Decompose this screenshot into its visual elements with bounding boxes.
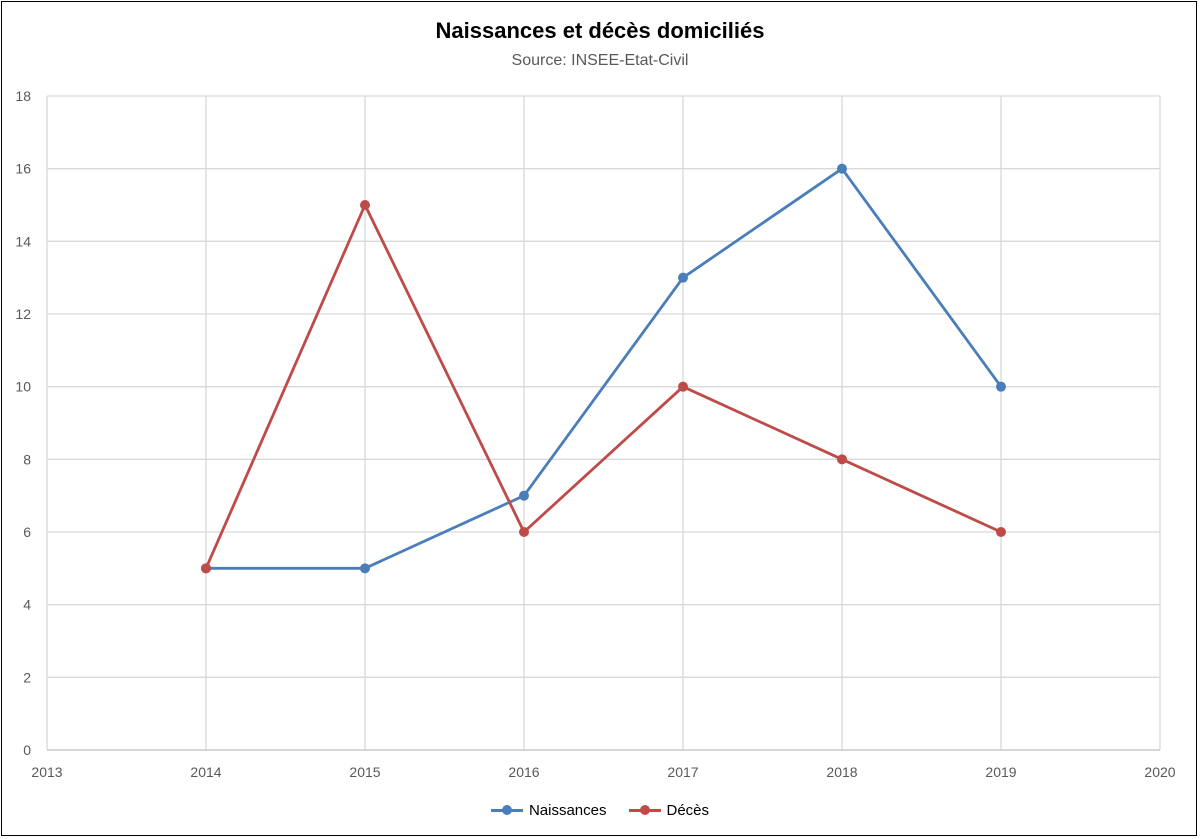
data-point-deces xyxy=(201,563,211,574)
y-tick-label: 16 xyxy=(15,161,31,177)
x-tick-label: 2019 xyxy=(985,764,1016,780)
data-point-deces xyxy=(360,200,370,210)
legend-swatch-naissances xyxy=(490,804,523,816)
y-tick-label: 8 xyxy=(23,451,31,467)
legend-label-deces: Décès xyxy=(666,801,710,819)
x-tick-label: 2014 xyxy=(190,764,221,780)
chart-subtitle: Source: INSEE-Etat-Civil xyxy=(511,52,689,69)
data-point-deces xyxy=(519,527,529,537)
y-tick-label: 4 xyxy=(23,597,31,613)
legend-swatch-deces xyxy=(628,804,661,816)
y-tick-label: 10 xyxy=(15,379,31,395)
y-tick-label: 14 xyxy=(15,233,31,249)
legend-item-naissances[interactable]: Naissances xyxy=(490,801,607,819)
tick-labels: 0 2 4 6 8 10 12 14 16 18 2013 2014 2015 2016 2017 2018 2… xyxy=(15,88,1175,780)
data-point-naissances xyxy=(837,163,847,174)
chart-title: Naissances et décès domiciliés xyxy=(435,18,765,43)
data-point-naissances xyxy=(519,490,529,501)
x-tick-label: 2020 xyxy=(1144,764,1175,780)
x-tick-label: 2016 xyxy=(508,764,539,780)
data-point-naissances xyxy=(996,381,1006,392)
x-tick-label: 2018 xyxy=(826,764,857,780)
legend-label-naissances: Naissances xyxy=(528,801,607,819)
axes xyxy=(46,96,1160,751)
x-tick-label: 2015 xyxy=(349,764,380,780)
y-tick-label: 12 xyxy=(15,306,31,322)
data-point-naissances xyxy=(360,563,370,574)
gridlines xyxy=(47,95,1161,750)
y-tick-label: 6 xyxy=(23,524,31,540)
data-point-deces xyxy=(996,527,1006,537)
y-tick-label: 0 xyxy=(23,742,31,758)
data-point-deces xyxy=(837,454,847,465)
series-line-naissances xyxy=(204,167,1003,570)
legend-item-deces[interactable]: Décès xyxy=(628,801,710,819)
x-tick-label: 2017 xyxy=(667,764,698,780)
x-tick-label: 2013 xyxy=(31,764,62,780)
data-point-deces xyxy=(678,381,688,392)
data-point-naissances xyxy=(678,272,688,283)
series-line-deces xyxy=(204,203,1003,570)
y-tick-label: 2 xyxy=(23,669,31,685)
y-tick-label: 18 xyxy=(15,88,31,104)
legend: Naissances Décès xyxy=(0,800,1200,820)
series-layer xyxy=(201,163,1006,574)
